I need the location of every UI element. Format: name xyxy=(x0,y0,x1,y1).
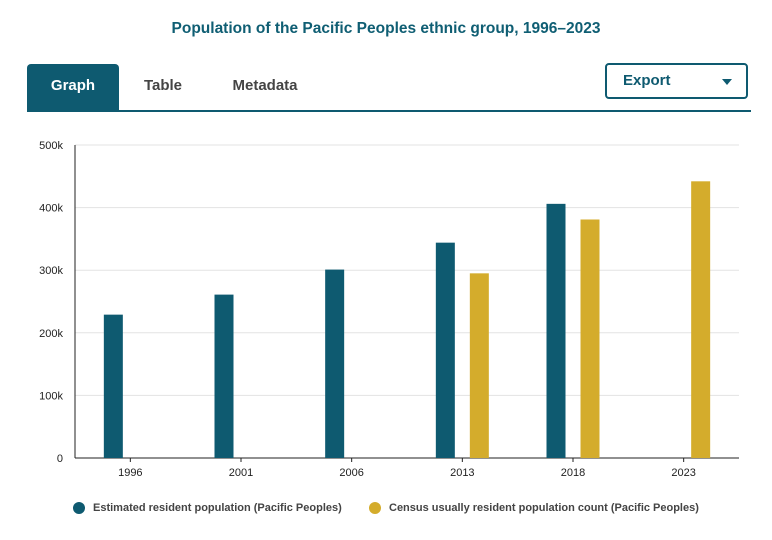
y-tick-label: 300k xyxy=(39,265,63,277)
y-tick-label: 100k xyxy=(39,390,63,402)
export-label: Export xyxy=(623,72,671,89)
chart-title: Population of the Pacific Peoples ethnic… xyxy=(171,20,601,37)
x-tick-label: 2013 xyxy=(450,467,474,479)
x-tick-label: 2018 xyxy=(561,467,585,479)
bar-census-2023 xyxy=(691,181,711,459)
bar-estimated-1996 xyxy=(103,314,123,458)
bar-census-2018 xyxy=(580,219,600,458)
y-tick-label: 500k xyxy=(39,140,63,152)
tab-metadata[interactable]: Metadata xyxy=(232,77,298,94)
bar-estimated-2013 xyxy=(435,242,455,458)
legend-swatch-estimated xyxy=(73,502,85,514)
y-tick-label: 200k xyxy=(39,328,63,340)
bar-estimated-2018 xyxy=(546,203,566,458)
x-tick-label: 1996 xyxy=(118,467,142,479)
bar-census-2013 xyxy=(469,273,489,458)
tab-bar: Graph Table Metadata xyxy=(27,64,751,112)
legend-label-census: Census usually resident population count… xyxy=(389,502,699,514)
bar-estimated-2001 xyxy=(214,294,234,458)
export-dropdown[interactable]: Export xyxy=(605,63,748,99)
x-tick-label: 2001 xyxy=(229,467,253,479)
y-tick-label: 0 xyxy=(57,453,63,465)
bar-estimated-2006 xyxy=(325,269,345,458)
x-tick-label: 2006 xyxy=(339,467,363,479)
legend-swatch-census xyxy=(369,502,381,514)
x-tick-label: 2023 xyxy=(671,467,695,479)
tab-table[interactable]: Table xyxy=(143,77,183,94)
chevron-down-icon xyxy=(722,79,732,85)
legend-label-estimated: Estimated resident population (Pacific P… xyxy=(93,502,342,514)
y-tick-label: 400k xyxy=(39,203,63,215)
tab-graph[interactable]: Graph xyxy=(27,64,119,110)
